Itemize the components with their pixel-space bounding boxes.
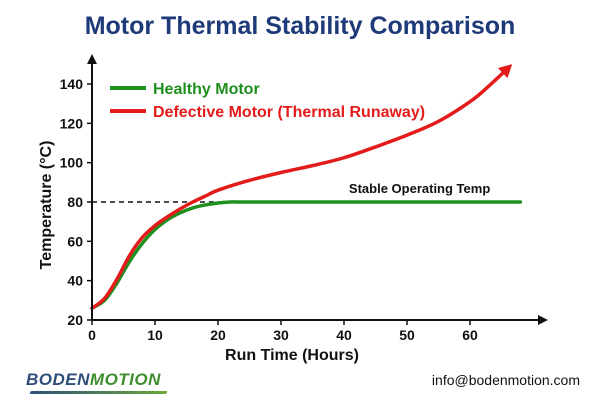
y-axis-arrow [87, 54, 97, 64]
boden-motion-logo: BODENMOTION [26, 370, 168, 394]
legend-label-healthy: Healthy Motor [153, 81, 260, 98]
y-tick-label: 20 [67, 312, 83, 328]
x-tick-label: 20 [210, 327, 226, 343]
x-axis-arrow [538, 315, 548, 325]
series-line-healthy [90, 200, 523, 310]
y-tick-label: 100 [60, 155, 84, 171]
x-tick-label: 30 [273, 327, 289, 343]
contact-email: info@bodenmotion.com [431, 372, 580, 388]
x-tick-label: 0 [88, 327, 96, 343]
x-tick-label: 40 [336, 327, 352, 343]
annotation-stable-operating-temp: Stable Operating Temp [349, 181, 490, 196]
chart-title: Motor Thermal Stability Comparison [85, 12, 516, 40]
defective-arrowhead [497, 64, 513, 79]
y-tick-label: 60 [67, 233, 83, 249]
legend-label-defective: Defective Motor (Thermal Runaway) [153, 104, 425, 121]
x-tick-label: 10 [147, 327, 163, 343]
legend: Healthy Motor Defective Motor (Thermal R… [110, 81, 425, 121]
y-axis-label: Temperature (°C) [38, 141, 55, 270]
logo-text-part2: MOTION [89, 370, 161, 389]
logo-swoosh [29, 391, 168, 394]
x-tick-label: 60 [462, 327, 478, 343]
y-tick-label: 40 [67, 273, 83, 289]
series-line-defective [90, 66, 510, 310]
y-tick-label: 120 [60, 115, 84, 131]
y-tick-label: 80 [67, 194, 83, 210]
plot-area: 0 10 20 30 40 50 60 20 40 60 80 100 120 140 Stable Ope… [60, 54, 548, 343]
x-tick-label: 50 [399, 327, 415, 343]
y-tick-label: 140 [60, 76, 84, 92]
logo-text-part1: BODEN [26, 370, 90, 389]
x-axis-label: Run Time (Hours) [225, 347, 359, 364]
